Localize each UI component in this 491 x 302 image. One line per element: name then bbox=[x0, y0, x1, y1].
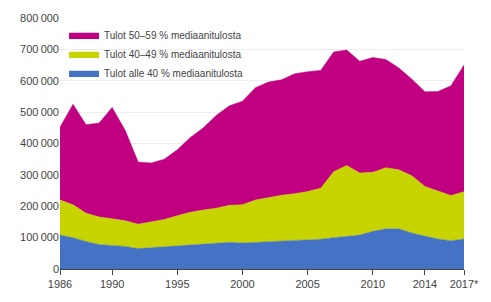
svg-text:1986: 1986 bbox=[48, 278, 72, 290]
svg-text:1990: 1990 bbox=[100, 278, 124, 290]
svg-text:600 000: 600 000 bbox=[20, 75, 59, 87]
svg-text:2000: 2000 bbox=[230, 278, 254, 290]
svg-text:100 000: 100 000 bbox=[20, 231, 59, 243]
svg-text:400 000: 400 000 bbox=[20, 137, 59, 149]
svg-text:700 000: 700 000 bbox=[20, 43, 59, 55]
svg-text:1995: 1995 bbox=[165, 278, 189, 290]
svg-text:2014: 2014 bbox=[413, 278, 437, 290]
svg-text:200 000: 200 000 bbox=[20, 200, 59, 212]
svg-text:2005: 2005 bbox=[295, 278, 319, 290]
svg-text:Tulot 40–49 % mediaanitulosta: Tulot 40–49 % mediaanitulosta bbox=[104, 49, 241, 60]
svg-text:500 000: 500 000 bbox=[20, 106, 59, 118]
svg-text:0: 0 bbox=[53, 263, 59, 275]
svg-text:2017*: 2017* bbox=[450, 278, 479, 290]
svg-text:300 000: 300 000 bbox=[20, 169, 59, 181]
svg-text:Tulot alle 40 % mediaanitulost: Tulot alle 40 % mediaanitulosta bbox=[104, 68, 243, 79]
svg-text:Tulot 50–59 % mediaanitulosta: Tulot 50–59 % mediaanitulosta bbox=[104, 30, 241, 41]
svg-text:800 000: 800 000 bbox=[20, 12, 59, 24]
svg-text:2010: 2010 bbox=[361, 278, 385, 290]
